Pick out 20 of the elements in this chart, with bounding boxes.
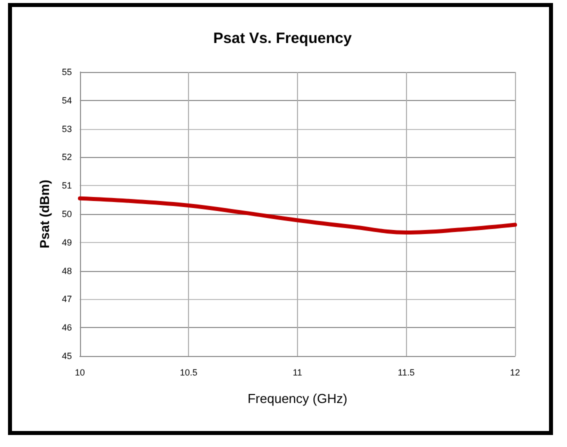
x-tick-label: 12 (510, 368, 520, 378)
y-tick-label: 49 (62, 237, 72, 248)
y-tick-label: 53 (62, 124, 72, 134)
y-tick-label: 45 (62, 351, 72, 361)
x-axis-title: Frequency (GHz) (248, 391, 348, 406)
line-series (78, 196, 517, 234)
y-tick-label: 54 (62, 95, 72, 106)
y-tick-label: 47 (62, 294, 72, 304)
y-axis-title: Psat (dBm) (37, 180, 52, 248)
y-tick-label: 46 (62, 322, 72, 333)
x-tick-label: 10.5 (180, 368, 198, 378)
y-tick-label: 48 (62, 266, 72, 276)
y-tick-label: 51 (62, 180, 72, 191)
y-tick-label: 55 (62, 67, 72, 77)
x-tick-label: 11.5 (398, 368, 415, 378)
y-tick-label: 50 (62, 209, 72, 219)
x-tick-label: 10 (74, 368, 85, 378)
x-tick-label: 11 (292, 368, 302, 378)
y-tick-label: 52 (62, 152, 72, 162)
chart-title: Psat Vs. Frequency (213, 30, 352, 47)
